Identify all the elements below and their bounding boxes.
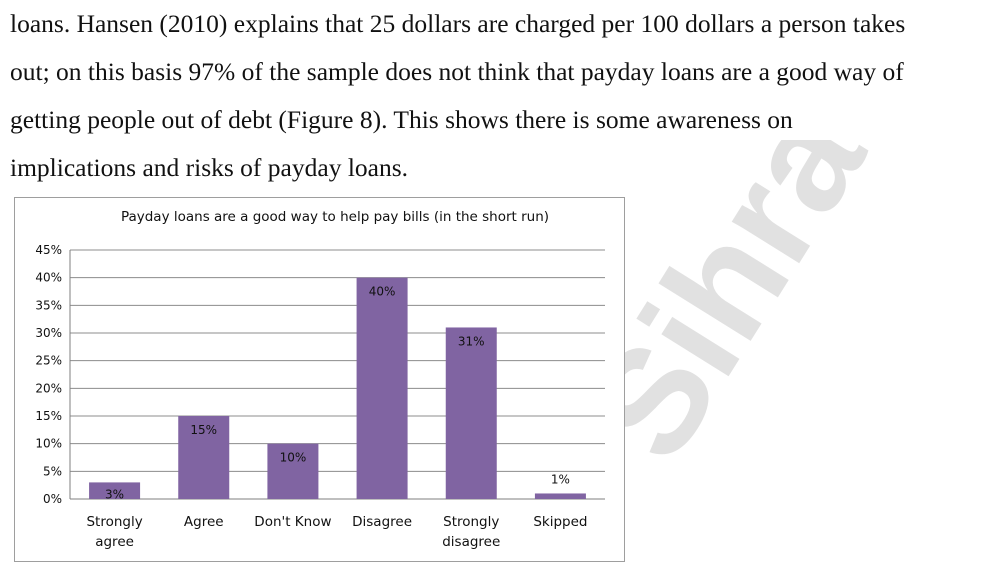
- y-tick-label: 0%: [43, 492, 62, 506]
- x-tick-label: disagree: [442, 534, 500, 550]
- y-tick-label: 30%: [35, 326, 62, 340]
- x-tick-label: Strongly: [443, 514, 499, 530]
- bar: [178, 416, 230, 499]
- y-tick-label: 15%: [35, 409, 62, 423]
- bar: [89, 482, 141, 499]
- data-label: 31%: [458, 334, 485, 348]
- x-tick-label: Agree: [184, 514, 224, 530]
- bar-chart: 0% 5% 10% 15% 20% 25% 30% 35% 40% 45% 3% Strongly ag…: [35, 243, 605, 550]
- y-tick-label: 45%: [35, 243, 62, 257]
- y-tick-label: 10%: [35, 437, 62, 451]
- paragraph-line: getting people out of debt (Figure 8). T…: [10, 105, 793, 134]
- bar: [267, 443, 319, 499]
- data-label: 3%: [105, 487, 124, 501]
- y-tick-label: 5%: [43, 464, 62, 478]
- data-label: 15%: [190, 423, 217, 437]
- x-tick-label: Strongly: [86, 514, 142, 530]
- paragraph-line: implications and risks of payday loans.: [10, 153, 409, 182]
- paragraph-line: loans. Hansen (2010) explains that 25 do…: [10, 9, 906, 38]
- bar: [356, 277, 408, 499]
- paragraph-line: out; on this basis 97% of the sample doe…: [10, 57, 904, 86]
- data-label: 40%: [369, 285, 396, 299]
- bar: [534, 493, 586, 499]
- chart-title: Payday loans are a good way to help pay …: [120, 209, 550, 225]
- x-tick-label: agree: [95, 534, 134, 550]
- data-label: 1%: [551, 472, 570, 486]
- y-tick-label: 25%: [35, 354, 62, 368]
- y-tick-label: 40%: [35, 271, 62, 285]
- y-tick-label: 35%: [35, 298, 62, 312]
- x-tick-label: Skipped: [533, 514, 587, 530]
- data-label: 10%: [280, 451, 307, 465]
- chart-frame: Payday loans are a good way to help pay …: [14, 197, 625, 562]
- x-tick-label: Don't Know: [254, 514, 331, 530]
- y-tick-label: 20%: [35, 381, 62, 395]
- bar: [445, 327, 497, 499]
- body-paragraph: loans. Hansen (2010) explains that 25 do…: [10, 0, 995, 192]
- x-tick-label: Disagree: [352, 514, 412, 530]
